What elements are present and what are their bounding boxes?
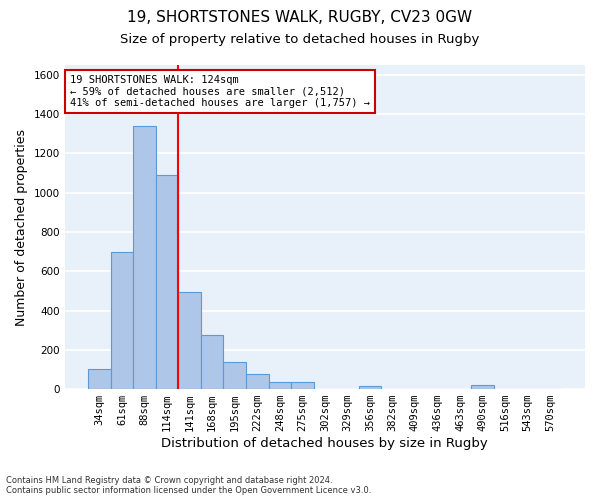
Bar [133, 126, 156, 389]
X-axis label: Distribution of detached houses by size in Rugby: Distribution of detached houses by size … [161, 437, 488, 450]
Text: 19, SHORTSTONES WALK, RUGBY, CV23 0GW: 19, SHORTSTONES WALK, RUGBY, CV23 0GW [127, 10, 473, 25]
Bar [269, 382, 291, 389]
Bar [246, 374, 269, 389]
Text: 19 SHORTSTONES WALK: 124sqm
← 59% of detached houses are smaller (2,512)
41% of : 19 SHORTSTONES WALK: 124sqm ← 59% of det… [70, 74, 370, 108]
Text: Size of property relative to detached houses in Rugby: Size of property relative to detached ho… [121, 32, 479, 46]
Bar [223, 362, 246, 389]
Bar [178, 292, 201, 389]
Y-axis label: Number of detached properties: Number of detached properties [15, 128, 28, 326]
Bar [471, 385, 494, 389]
Bar [291, 382, 314, 389]
Bar [88, 370, 111, 389]
Text: Contains HM Land Registry data © Crown copyright and database right 2024.
Contai: Contains HM Land Registry data © Crown c… [6, 476, 371, 495]
Bar [111, 252, 133, 389]
Bar [156, 175, 178, 389]
Bar [201, 335, 223, 389]
Bar [359, 386, 381, 389]
